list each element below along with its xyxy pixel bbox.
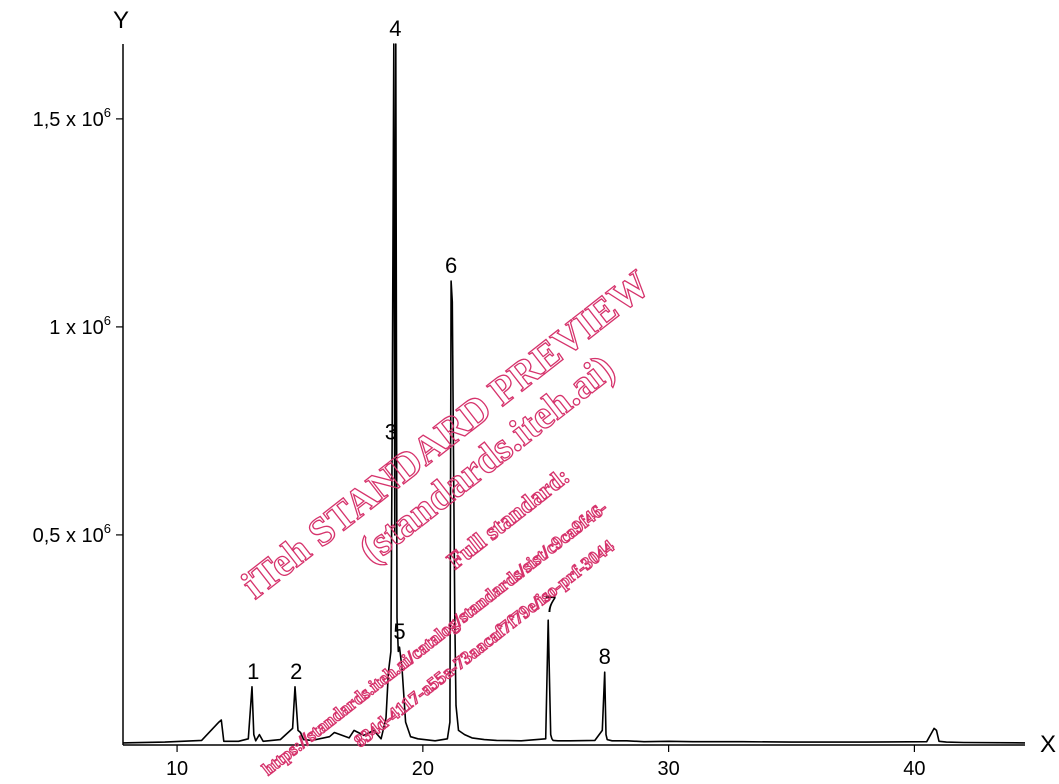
- peak-label: 4: [389, 16, 401, 41]
- y-tick-label: 1,5 x 106: [33, 105, 111, 131]
- y-ticks: 0,5 x 106 1 x 106 1,5 x 106: [33, 105, 123, 547]
- plot-area: Y X 0,5 x 106 1 x 106 1,5 x 106 10 20 30 40 1…: [33, 7, 1056, 780]
- x-tick-label: 20: [412, 758, 434, 780]
- peak-labels: 1 2 3 4 5 6 7 8: [247, 16, 611, 684]
- peak-label: 3: [385, 420, 397, 445]
- peak-label: 1: [247, 659, 259, 684]
- x-ticks: 10 20 30 40: [166, 745, 926, 780]
- peak-label: 5: [393, 619, 405, 644]
- peak-label: 8: [599, 644, 611, 669]
- peak-label: 6: [445, 253, 457, 278]
- y-tick-label: 1 x 106: [49, 313, 111, 339]
- x-tick-label: 40: [903, 758, 925, 780]
- peak-label: 2: [290, 659, 302, 684]
- peak-label: 7: [545, 592, 557, 617]
- x-axis-label: X: [1040, 731, 1056, 758]
- x-tick-label: 10: [166, 758, 188, 780]
- y-tick-label: 0,5 x 106: [33, 521, 111, 547]
- x-tick-label: 30: [657, 758, 679, 780]
- y-axis-label: Y: [113, 7, 129, 34]
- chromatogram-trace: [122, 43, 1026, 744]
